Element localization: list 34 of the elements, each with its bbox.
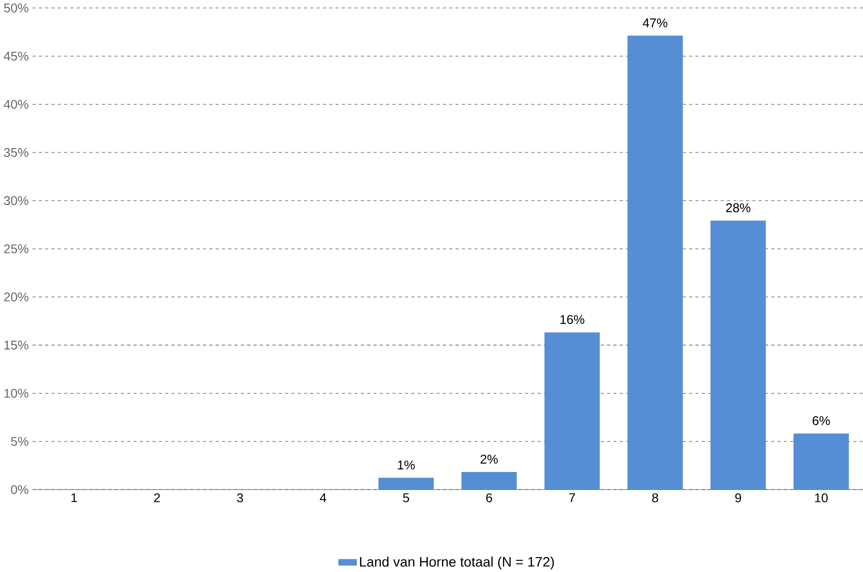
bar: [544, 332, 600, 490]
y-tick-label: 0%: [11, 484, 28, 494]
data-label: 6%: [812, 416, 830, 425]
y-tick-label: 40%: [4, 100, 28, 109]
data-label: 1%: [398, 460, 415, 470]
x-tick-label: 4: [320, 493, 326, 502]
x-tick-label: 10: [815, 493, 828, 502]
bar: [627, 35, 683, 490]
y-tick-label: 25%: [4, 244, 28, 254]
y-tick-label: 20%: [4, 292, 28, 302]
bar: [378, 478, 434, 490]
legend-label: Land van Horne totaal (N = 172): [360, 556, 554, 570]
x-tick-label: 1: [71, 493, 77, 502]
data-label: 2%: [480, 454, 498, 464]
x-tick-label: 3: [237, 493, 244, 502]
x-tick-label: 5: [403, 493, 410, 502]
x-tick-label: 9: [735, 493, 742, 502]
x-tick-label: 6: [486, 493, 492, 502]
y-tick-label: 15%: [4, 340, 28, 350]
data-label: 28%: [726, 203, 750, 212]
x-tick-label: 7: [569, 493, 575, 502]
bar: [710, 220, 766, 490]
data-label: 47%: [642, 18, 668, 28]
x-tick-label: 8: [652, 493, 658, 502]
data-label: 16%: [560, 314, 584, 324]
y-tick-label: 5%: [11, 436, 28, 446]
bar: [794, 433, 849, 490]
y-tick-label: 10%: [4, 388, 28, 398]
y-tick-label: 30%: [4, 196, 28, 205]
y-tick-label: 50%: [4, 3, 28, 12]
y-tick-label: 45%: [4, 52, 28, 60]
bar: [461, 472, 517, 490]
x-tick-label: 2: [154, 493, 160, 502]
y-tick-label: 35%: [4, 148, 28, 157]
